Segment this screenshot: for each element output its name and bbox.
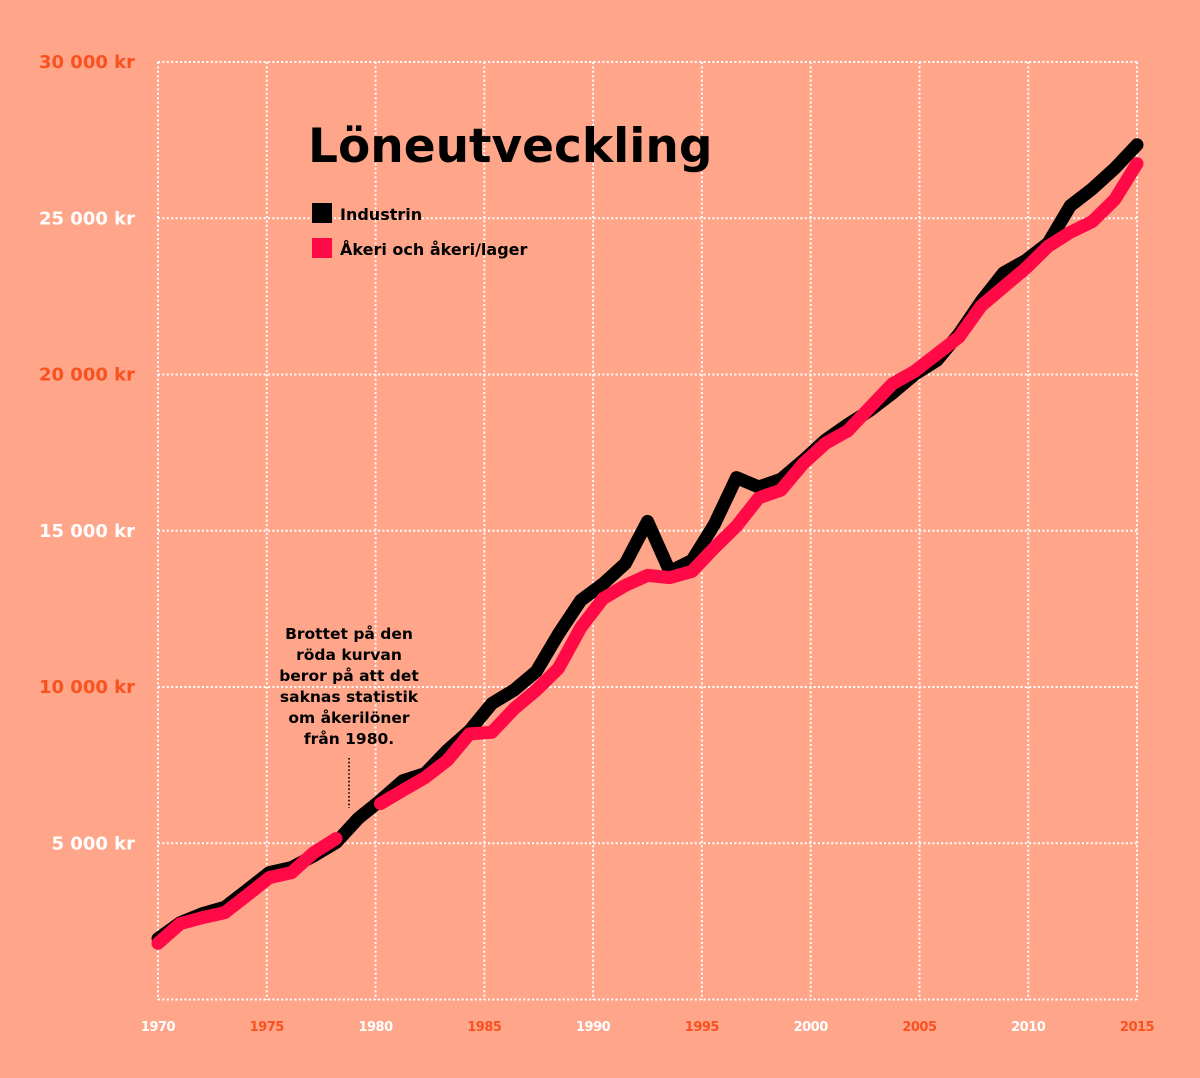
data-point-akeri xyxy=(936,353,938,355)
x-tick-label: 1980 xyxy=(358,1020,393,1035)
x-tick-label: 2000 xyxy=(794,1020,829,1035)
annotation-line: Brottet på den xyxy=(285,624,413,643)
x-tick-label: 2015 xyxy=(1120,1020,1155,1035)
data-point-akeri xyxy=(758,497,760,499)
data-point-industrin xyxy=(535,670,537,672)
data-point-industrin xyxy=(691,559,693,561)
data-point-industrin xyxy=(1092,188,1093,190)
data-point-akeri xyxy=(602,598,604,600)
data-point-akeri xyxy=(802,463,804,465)
x-tick-label: 1990 xyxy=(576,1020,611,1035)
annotation-line: från 1980. xyxy=(304,729,394,748)
data-point-akeri xyxy=(1114,199,1116,200)
data-point-akeri xyxy=(891,383,893,385)
series-lines xyxy=(151,138,1144,950)
x-tick-label: 1970 xyxy=(141,1020,176,1035)
data-point-akeri xyxy=(1047,245,1049,247)
data-point-akeri xyxy=(736,525,737,527)
data-point-akeri xyxy=(847,430,849,432)
series-line-akeri xyxy=(151,832,343,950)
data-point-akeri xyxy=(869,406,871,408)
data-point-akeri xyxy=(446,759,448,761)
data-point-akeri xyxy=(179,923,181,925)
data-point-akeri xyxy=(380,803,381,805)
data-point-akeri xyxy=(1025,267,1027,269)
data-point-akeri xyxy=(268,877,270,879)
data-point-industrin xyxy=(736,477,737,479)
data-point-industrin xyxy=(558,633,559,635)
y-tick-label: 10 000 kr xyxy=(39,677,135,698)
data-point-akeri xyxy=(669,577,671,579)
data-point-akeri xyxy=(402,789,404,791)
annotation-line: om åkerilöner xyxy=(288,708,410,727)
data-point-industrin xyxy=(402,780,404,782)
x-tick-label: 2010 xyxy=(1011,1020,1046,1035)
data-point-akeri xyxy=(469,733,470,735)
x-tick-label: 2005 xyxy=(902,1020,937,1035)
data-point-akeri xyxy=(491,731,493,733)
data-point-industrin xyxy=(647,520,648,522)
data-point-akeri xyxy=(291,872,292,874)
data-point-industrin xyxy=(491,703,493,705)
data-point-akeri xyxy=(224,912,226,914)
data-point-industrin xyxy=(602,583,604,585)
legend-label-industrin: Industrin xyxy=(340,205,422,224)
data-point-industrin xyxy=(1114,167,1116,169)
annotation: Brottet på den röda kurvan beror på att … xyxy=(279,624,419,808)
data-point-akeri xyxy=(313,852,315,854)
data-point-industrin xyxy=(1136,144,1138,146)
y-tick-label: 5 000 kr xyxy=(52,833,136,854)
legend-swatch-industrin xyxy=(312,203,332,223)
data-point-akeri xyxy=(246,894,248,896)
data-point-industrin xyxy=(1003,272,1004,274)
data-point-akeri xyxy=(558,667,559,669)
data-point-akeri xyxy=(914,370,915,372)
data-point-akeri xyxy=(691,570,693,572)
chart-title: Löneutveckling xyxy=(308,119,712,174)
legend-label-akeri: Åkeri och åkeri/lager xyxy=(340,240,527,259)
legend: Industrin Åkeri och åkeri/lager xyxy=(312,203,527,259)
x-axis-ticks: 1970 1975 1980 1985 1990 1995 2000 2005 2010 2015 xyxy=(141,1020,1155,1035)
data-point-akeri xyxy=(713,547,715,549)
data-point-akeri xyxy=(647,574,648,576)
data-point-industrin xyxy=(758,486,760,488)
data-point-akeri xyxy=(958,336,960,338)
annotation-line: beror på att det xyxy=(279,666,419,685)
data-point-industrin xyxy=(1069,205,1071,207)
data-point-akeri xyxy=(1136,163,1138,165)
data-point-akeri xyxy=(513,708,515,710)
data-point-industrin xyxy=(624,563,626,565)
x-tick-label: 1975 xyxy=(250,1020,285,1035)
x-tick-label: 1985 xyxy=(467,1020,502,1035)
data-point-akeri xyxy=(1092,220,1093,222)
y-tick-label: 25 000 kr xyxy=(39,208,135,229)
data-point-akeri xyxy=(624,584,626,586)
y-axis-ticks: 5 000 kr 10 000 kr 15 000 kr 20 000 kr 25 00… xyxy=(39,52,135,854)
data-point-akeri xyxy=(202,917,203,919)
annotation-line: röda kurvan xyxy=(296,646,402,664)
legend-swatch-akeri xyxy=(312,238,332,258)
data-point-akeri xyxy=(980,305,982,307)
x-tick-label: 1995 xyxy=(685,1020,720,1035)
data-point-industrin xyxy=(713,524,715,525)
data-point-akeri xyxy=(825,442,826,444)
series-line-industrin xyxy=(151,138,1144,946)
data-point-industrin xyxy=(580,599,582,601)
data-point-industrin xyxy=(513,689,515,691)
data-point-industrin xyxy=(780,478,782,480)
data-point-industrin xyxy=(357,817,359,819)
data-point-akeri xyxy=(780,489,782,491)
data-point-akeri xyxy=(1069,231,1071,233)
y-tick-label: 15 000 kr xyxy=(39,521,135,542)
data-point-akeri xyxy=(157,942,159,944)
data-point-akeri xyxy=(335,838,337,840)
data-point-akeri xyxy=(424,777,426,779)
y-tick-label: 30 000 kr xyxy=(39,52,135,73)
y-tick-label: 20 000 kr xyxy=(39,365,135,386)
data-point-akeri xyxy=(535,689,537,691)
annotation-line: saknas statistik xyxy=(280,688,419,706)
data-point-akeri xyxy=(580,627,582,629)
data-point-akeri xyxy=(1003,286,1004,288)
